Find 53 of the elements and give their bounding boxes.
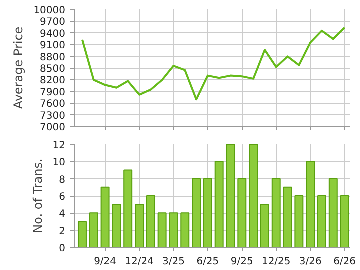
bar — [203, 178, 212, 248]
y-tick-label: 7600 — [40, 99, 66, 110]
bar — [124, 170, 133, 248]
bar — [226, 144, 236, 248]
y-tick-label: 9700 — [40, 17, 66, 28]
bar — [100, 186, 110, 248]
x-tick-label: 6/25 — [196, 256, 220, 268]
bar — [192, 178, 202, 248]
bar — [272, 178, 281, 248]
bar — [317, 196, 326, 248]
x-tick-label: 12/25 — [262, 256, 291, 268]
y-tick-label: 10 — [52, 158, 66, 169]
y-tick-label: 7000 — [40, 122, 66, 134]
bar — [260, 204, 270, 248]
bar — [328, 178, 338, 248]
bar — [294, 196, 304, 248]
y-tick-label: 9100 — [40, 40, 66, 52]
x-tick-label: 6/26 — [334, 256, 356, 268]
bar — [112, 204, 122, 248]
line-series — [81, 26, 346, 101]
y-axis-title: Average Price — [12, 26, 26, 110]
y-tick-label: 10000 — [34, 6, 66, 16]
bar — [283, 186, 292, 248]
y-tick-label: 7900 — [40, 87, 66, 98]
y-tick-label: 7300 — [40, 110, 66, 122]
bar — [249, 144, 258, 248]
bar — [169, 212, 178, 248]
y-tick-label: 4 — [59, 209, 66, 220]
y-tick-label: 2 — [59, 226, 66, 238]
y-tick-label: 8800 — [40, 52, 66, 64]
x-tick-label: 9/25 — [230, 256, 254, 268]
bar — [306, 161, 316, 248]
x-tick-label: 3/26 — [299, 256, 322, 268]
x-tick-label: 12/24 — [125, 256, 154, 268]
y-tick-label: 12 — [52, 140, 66, 152]
y-axis-title: No. of Trans. — [30, 158, 45, 234]
bar — [340, 196, 350, 248]
bar — [135, 204, 144, 248]
bar — [214, 161, 224, 248]
bar — [238, 178, 247, 248]
x-tick-label: 3/25 — [162, 256, 185, 268]
y-tick-label: 9400 — [40, 28, 66, 40]
y-tick-label: 8500 — [40, 64, 66, 75]
y-tick-label: 0 — [59, 244, 66, 254]
bar — [89, 212, 98, 248]
y-tick-label: 6 — [59, 192, 66, 203]
x-tick-label: 9/24 — [94, 256, 117, 268]
y-tick-label: 8 — [59, 174, 66, 186]
bar — [158, 212, 167, 248]
y-tick-label: 8200 — [40, 76, 66, 87]
bar — [146, 196, 156, 248]
bar — [78, 221, 87, 248]
bar — [180, 212, 190, 248]
